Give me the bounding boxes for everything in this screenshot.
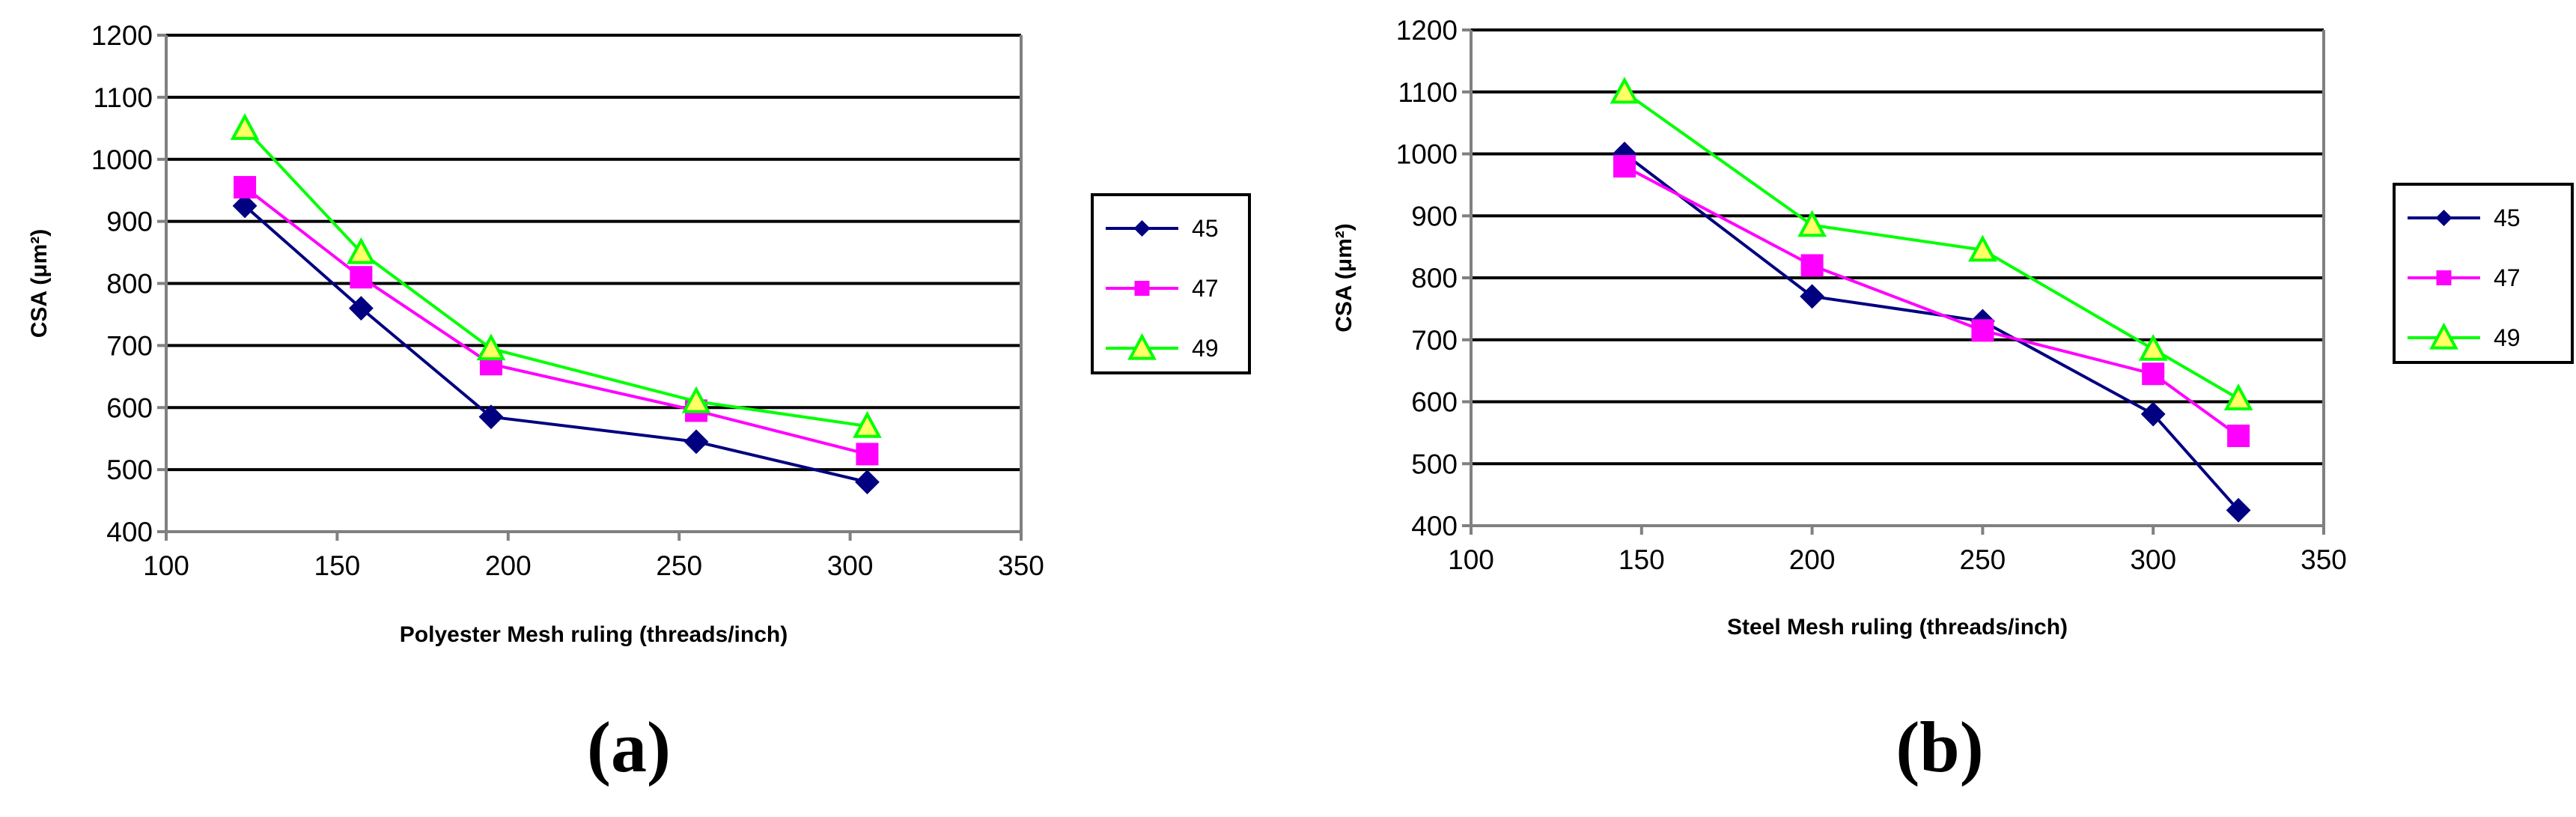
x-tick-label: 300: [2130, 544, 2176, 575]
chart-panel-b: 400 500 600 700 800 900 1000 1100 1200 100 150 200 2…: [1332, 15, 2574, 787]
legend-marker-45: [2435, 210, 2452, 226]
y-tick-label: 500: [1411, 449, 1458, 479]
legend-label: 45: [1192, 215, 1219, 242]
legend-label: 47: [1192, 275, 1219, 302]
y-axis-title: CSA (μm²): [27, 229, 52, 338]
x-tick-label: 350: [2301, 544, 2347, 575]
data-point-47: [1971, 319, 1994, 342]
legend-marker-47: [1134, 281, 1150, 296]
y-tick-label: 800: [1411, 263, 1458, 294]
data-point-45: [478, 404, 504, 430]
x-tick-label: 200: [485, 550, 532, 581]
legend-marker-49: [1127, 332, 1157, 360]
x-tick-label: 350: [998, 550, 1044, 581]
x-tick-label: 100: [143, 550, 189, 581]
x-tick-label: 150: [314, 550, 361, 581]
legend: 45 47 49: [1091, 193, 1251, 374]
legend-label: 45: [2494, 204, 2521, 231]
data-point-49: [1968, 234, 1997, 262]
x-axis-title: Steel Mesh ruling (threads/inch): [1727, 615, 2068, 640]
y-tick-label: 800: [106, 269, 153, 300]
legend-marker-47: [2436, 270, 2452, 285]
data-point-45: [2226, 497, 2251, 523]
y-tick-label: 1200: [1396, 15, 1458, 46]
data-point-45: [1800, 284, 1825, 309]
series-47: [234, 176, 879, 466]
data-point-47: [350, 266, 373, 289]
data-point-49: [2138, 333, 2168, 361]
y-tick-label: 1200: [91, 20, 153, 51]
legend-box: [1091, 193, 1251, 374]
legend-box: [2393, 183, 2574, 364]
series-45: [232, 193, 880, 495]
data-point-45: [348, 296, 374, 321]
data-point-47: [1613, 155, 1636, 178]
x-axis-title: Polyester Mesh ruling (threads/inch): [400, 622, 788, 647]
y-tick-label: 700: [1411, 325, 1458, 356]
y-tick-label: 1100: [1398, 77, 1458, 108]
series-47: [1613, 155, 2250, 448]
y-tick-label: 400: [1411, 511, 1458, 541]
data-point-49: [1797, 210, 1827, 237]
y-tick-label: 600: [1411, 387, 1458, 418]
y-axis-title: CSA (μm²): [1332, 223, 1356, 332]
data-point-49: [2223, 383, 2253, 410]
y-tick-label: 900: [106, 207, 153, 237]
y-tick-label: 1100: [93, 82, 153, 113]
y-tick-label: 400: [106, 517, 153, 547]
y-tick-label: 900: [1411, 201, 1458, 231]
legend-marker-45: [1133, 220, 1151, 237]
data-point-47: [856, 443, 879, 466]
y-tick-label: 1000: [1396, 139, 1458, 170]
y-tick-label: 700: [106, 330, 153, 361]
series-49: [1610, 76, 2253, 410]
data-point-49: [1610, 76, 1639, 104]
x-tick-label: 250: [656, 550, 702, 581]
data-point-49: [681, 386, 711, 413]
data-point-45: [855, 470, 880, 495]
panel-caption: (b): [1896, 707, 1983, 787]
x-tick-label: 300: [827, 550, 874, 581]
data-point-47: [2142, 362, 2165, 386]
data-point-45: [2140, 401, 2166, 427]
legend: 45 47 49: [2393, 183, 2574, 364]
data-point-45: [683, 429, 709, 455]
y-tick-label: 500: [106, 455, 153, 485]
x-tick-label: 250: [1960, 544, 2006, 575]
data-point-49: [853, 410, 882, 438]
data-point-49: [230, 113, 260, 140]
data-point-47: [1800, 254, 1824, 277]
data-point-47: [234, 176, 257, 199]
y-tick-label: 600: [106, 392, 153, 423]
legend-label: 47: [2494, 264, 2521, 291]
panel-caption: (a): [587, 707, 671, 787]
y-tick-label: 1000: [91, 145, 153, 175]
legend-label: 49: [1192, 335, 1219, 362]
x-tick-label: 150: [1619, 544, 1665, 575]
chart-panel-a: 400 500 600 700 800 900 1000 1100 1200 100 150 200 2…: [27, 20, 1251, 787]
legend-marker-49: [2429, 322, 2458, 350]
legend-label: 49: [2494, 324, 2521, 351]
data-point-49: [476, 333, 506, 361]
data-point-49: [347, 237, 376, 264]
x-tick-label: 200: [1789, 544, 1836, 575]
data-point-45: [232, 193, 258, 219]
series-49: [230, 113, 882, 438]
data-point-47: [2227, 425, 2250, 448]
x-tick-label: 100: [1448, 544, 1494, 575]
